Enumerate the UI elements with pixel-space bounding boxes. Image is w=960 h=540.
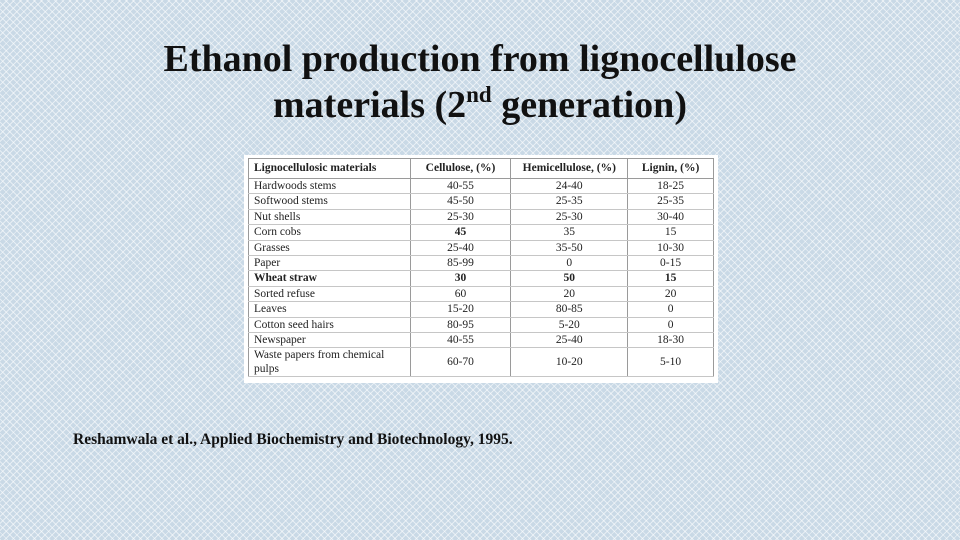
cell-material: Grasses (248, 239, 411, 257)
cell-cellulose: 15-20 (409, 301, 512, 318)
table-row: Newspaper 40-55 25-40 18-30 (248, 332, 714, 349)
slide-title: Ethanol production from lignocellulose m… (0, 36, 960, 128)
cell-cellulose: 60 (409, 285, 512, 303)
cell-lignin: 18-30 (627, 332, 714, 349)
cell-lignin: 0-15 (627, 255, 714, 272)
cell-hemicellulose: 35 (510, 224, 629, 241)
table-row: Wheat straw 30 50 15 (248, 270, 714, 287)
cell-lignin: 10-30 (627, 239, 714, 257)
cell-material: Sorted refuse (248, 285, 411, 303)
table-row: Waste papers from chemical pulps 60-70 1… (248, 347, 714, 378)
cell-material: Hardwoods stems (248, 177, 411, 195)
table-row: Softwood stems 45-50 25-35 25-35 (248, 193, 714, 210)
cell-hemicellulose: 24-40 (510, 177, 629, 195)
table-header-row: Lignocellulosic materials Cellulose, (%)… (248, 158, 714, 179)
header-materials: Lignocellulosic materials (248, 158, 411, 179)
cell-hemicellulose: 25-35 (510, 193, 629, 210)
cell-material: Leaves (248, 301, 411, 318)
title-line-1: Ethanol production from lignocellulose (163, 38, 797, 80)
composition-table: Lignocellulosic materials Cellulose, (%)… (248, 158, 714, 378)
cell-lignin: 30-40 (627, 208, 714, 226)
title-line-2: materials (2nd generation) (0, 82, 960, 128)
cell-lignin: 18-25 (627, 177, 714, 195)
cell-hemicellulose: 50 (510, 270, 629, 287)
composition-table-image: Lignocellulosic materials Cellulose, (%)… (244, 155, 718, 383)
cell-material: Newspaper (248, 332, 411, 349)
cell-hemicellulose: 20 (510, 285, 629, 303)
table-row: Paper 85-99 0 0-15 (248, 255, 714, 272)
cell-cellulose: 45-50 (409, 193, 512, 210)
table-row: Cotton seed hairs 80-95 5-20 0 (248, 316, 714, 334)
cell-material: Cotton seed hairs (248, 316, 411, 334)
title-line-2-prefix: materials (2 (273, 84, 467, 126)
cell-cellulose: 80-95 (409, 316, 512, 334)
cell-lignin: 25-35 (627, 193, 714, 210)
table-row: Leaves 15-20 80-85 0 (248, 301, 714, 318)
cell-material: Softwood stems (248, 193, 411, 210)
header-hemicellulose: Hemicellulose, (%) (510, 158, 629, 179)
title-line-2-suffix: generation) (491, 84, 687, 126)
cell-hemicellulose: 25-40 (510, 332, 629, 349)
cell-lignin: 0 (627, 301, 714, 318)
cell-hemicellulose: 35-50 (510, 239, 629, 257)
cell-material: Waste papers from chemical pulps (248, 347, 411, 378)
cell-hemicellulose: 80-85 (510, 301, 629, 318)
table-row: Sorted refuse 60 20 20 (248, 285, 714, 303)
table-row: Hardwoods stems 40-55 24-40 18-25 (248, 177, 714, 195)
cell-lignin: 15 (627, 224, 714, 241)
cell-hemicellulose: 5-20 (510, 316, 629, 334)
cell-material: Wheat straw (248, 270, 411, 287)
cell-cellulose: 45 (409, 224, 512, 241)
header-cellulose: Cellulose, (%) (409, 158, 512, 179)
cell-hemicellulose: 0 (510, 255, 629, 272)
cell-cellulose: 60-70 (409, 347, 512, 378)
table-row: Grasses 25-40 35-50 10-30 (248, 239, 714, 257)
cell-material: Paper (248, 255, 411, 272)
cell-cellulose: 30 (409, 270, 512, 287)
cell-cellulose: 40-55 (409, 332, 512, 349)
cell-cellulose: 85-99 (409, 255, 512, 272)
table-row: Corn cobs 45 35 15 (248, 224, 714, 241)
cell-cellulose: 25-40 (409, 239, 512, 257)
cell-material: Corn cobs (248, 224, 411, 241)
cell-cellulose: 25-30 (409, 208, 512, 226)
citation: Reshamwala et al., Applied Biochemistry … (73, 431, 513, 448)
cell-lignin: 15 (627, 270, 714, 287)
title-superscript: nd (466, 82, 492, 107)
cell-lignin: 5-10 (627, 347, 714, 378)
header-lignin: Lignin, (%) (627, 158, 714, 179)
table-row: Nut shells 25-30 25-30 30-40 (248, 208, 714, 226)
cell-cellulose: 40-55 (409, 177, 512, 195)
cell-lignin: 0 (627, 316, 714, 334)
cell-hemicellulose: 25-30 (510, 208, 629, 226)
cell-lignin: 20 (627, 285, 714, 303)
cell-material: Nut shells (248, 208, 411, 226)
cell-hemicellulose: 10-20 (510, 347, 629, 378)
